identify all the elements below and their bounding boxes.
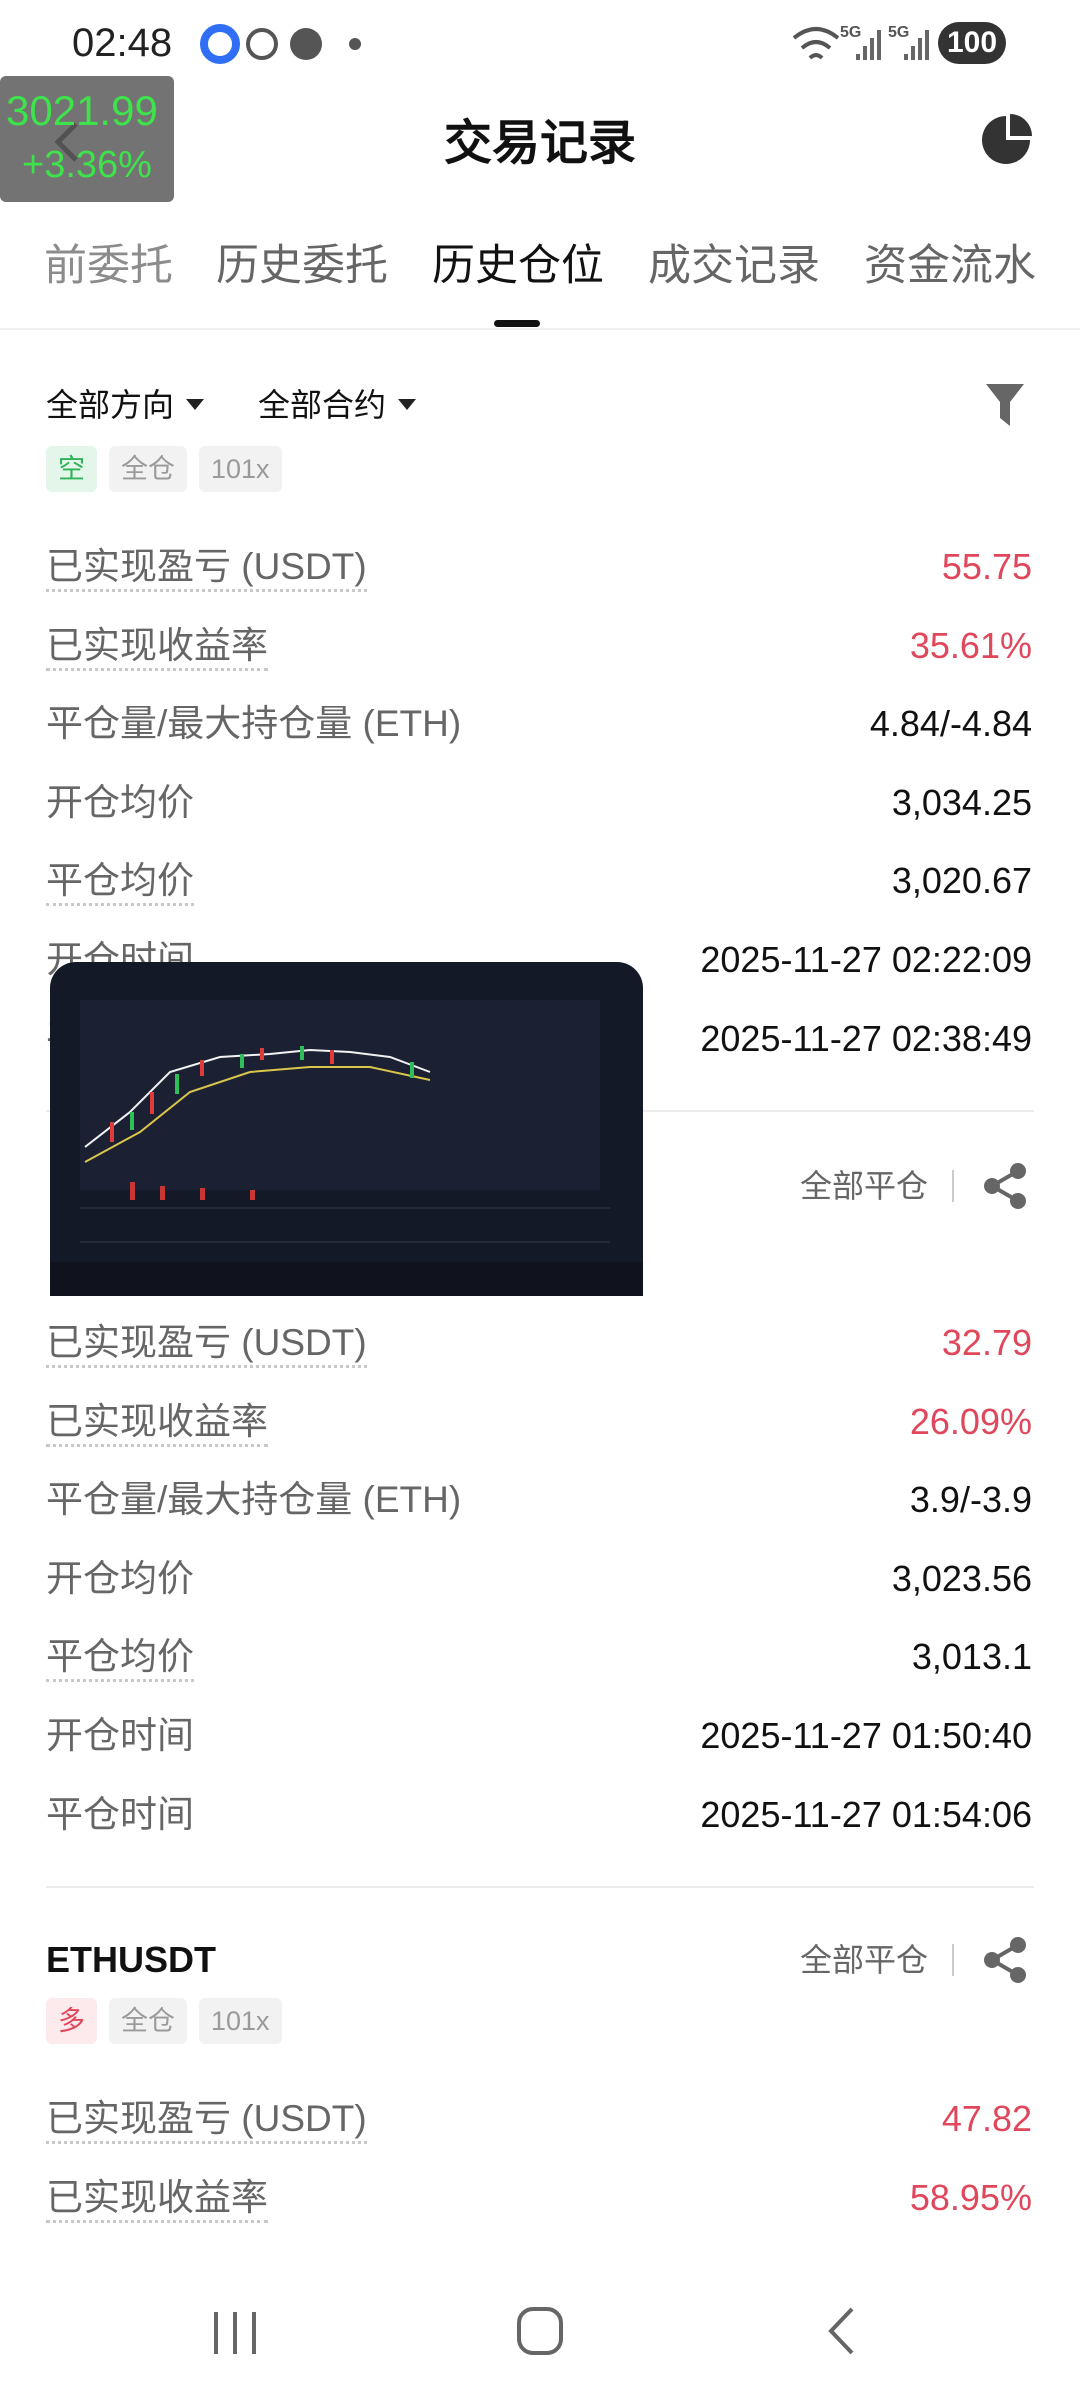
row-label: 开仓均价 bbox=[46, 781, 194, 823]
filter-label: 全部合约 bbox=[258, 387, 387, 423]
row-value: 2025-11-27 01:54:06 bbox=[700, 1793, 1032, 1835]
tab[interactable]: 资金流水 bbox=[864, 242, 1036, 290]
filter-button[interactable] bbox=[984, 382, 1026, 428]
row-label: 平仓均价 bbox=[46, 1635, 194, 1683]
position-tag: 多 bbox=[46, 1998, 97, 2044]
share-button[interactable] bbox=[982, 1936, 1030, 1984]
separator bbox=[952, 1170, 954, 1202]
stats-button[interactable] bbox=[980, 114, 1032, 166]
close-all-button[interactable]: 全部平仓 bbox=[799, 1942, 928, 1978]
row-label: 平仓量/最大持仓量 (ETH) bbox=[46, 703, 462, 745]
row-value: 3,013.1 bbox=[911, 1636, 1032, 1678]
network-signal: 5G bbox=[840, 24, 886, 68]
battery: 100 bbox=[938, 22, 1006, 64]
close-all-button[interactable]: 全部平仓 bbox=[799, 1168, 928, 1204]
network-signal: 5G bbox=[888, 24, 934, 68]
row-value: 26.09% bbox=[909, 1400, 1032, 1442]
tab[interactable]: 成交记录 bbox=[648, 242, 820, 290]
tab-divider bbox=[0, 328, 1080, 330]
floating-thumbnail[interactable] bbox=[50, 962, 643, 1296]
row-value: 4.84/-4.84 bbox=[869, 703, 1032, 745]
row-label: 已实现盈亏 (USDT) bbox=[46, 2097, 367, 2144]
nav-bar bbox=[0, 2262, 1080, 2400]
record-divider bbox=[46, 1886, 1034, 1888]
record-symbol: ETHUSDT bbox=[46, 1939, 216, 1980]
status-time: 02:48 bbox=[72, 21, 173, 65]
network-type: 5G bbox=[840, 24, 862, 41]
row-label: 开仓均价 bbox=[46, 1557, 194, 1599]
row-label: 已实现收益率 bbox=[46, 2176, 268, 2223]
row-value: 2025-11-27 02:22:09 bbox=[700, 939, 1032, 980]
row-value: 2025-11-27 02:38:49 bbox=[700, 1017, 1032, 1059]
row-value: 47.82 bbox=[941, 2098, 1032, 2139]
row-label: 已实现收益率 bbox=[46, 624, 268, 671]
row-value: 2025-11-27 01:50:40 bbox=[700, 1715, 1032, 1756]
row-label: 开仓时间 bbox=[46, 1715, 194, 1756]
position-tag: 空 bbox=[46, 446, 97, 492]
share-button[interactable] bbox=[982, 1162, 1030, 1210]
row-value: 3,023.56 bbox=[891, 1557, 1032, 1599]
position-tag: 101x bbox=[199, 1998, 282, 2044]
row-label: 平仓量/最大持仓量 (ETH) bbox=[46, 1479, 462, 1521]
position-tag: 全仓 bbox=[109, 446, 187, 492]
status-icons bbox=[200, 24, 361, 64]
nav-home[interactable] bbox=[516, 2306, 564, 2356]
row-label: 已实现盈亏 (USDT) bbox=[46, 1321, 367, 1368]
row-value: 3.9/-3.9 bbox=[909, 1479, 1032, 1521]
filter-label: 全部方向 bbox=[46, 387, 175, 423]
position-tag: 101x bbox=[199, 446, 282, 492]
tab-indicator bbox=[494, 320, 540, 327]
row-value: 32.79 bbox=[941, 1322, 1032, 1363]
row-value: 58.95% bbox=[909, 2176, 1032, 2218]
signal-bars bbox=[856, 30, 881, 60]
row-value: 35.61% bbox=[909, 624, 1032, 666]
tab[interactable]: 历史仓位 bbox=[432, 242, 604, 290]
nav-back[interactable] bbox=[826, 2306, 856, 2356]
row-label: 已实现收益率 bbox=[46, 1400, 268, 1447]
row-label: 平仓均价 bbox=[46, 859, 194, 907]
widget-price: 3021.99 bbox=[6, 87, 158, 134]
signal-bars bbox=[904, 30, 929, 60]
network-type: 5G bbox=[888, 24, 910, 41]
dropdown-arrow bbox=[398, 399, 416, 410]
row-value: 3,020.67 bbox=[891, 860, 1032, 902]
price-widget[interactable]: 3021.99 +3.36% bbox=[0, 76, 174, 202]
nav-recent[interactable] bbox=[210, 2310, 260, 2356]
row-value: 55.75 bbox=[941, 546, 1032, 587]
row-label: 平仓时间 bbox=[46, 1793, 194, 1835]
wifi-icon bbox=[792, 27, 840, 60]
dropdown-arrow bbox=[186, 399, 204, 410]
tab[interactable]: 前委托 bbox=[44, 242, 173, 290]
tab[interactable]: 历史委托 bbox=[216, 242, 388, 290]
row-value: 3,034.25 bbox=[891, 781, 1032, 823]
row-label: 已实现盈亏 (USDT) bbox=[46, 545, 367, 592]
position-tag: 全仓 bbox=[109, 1998, 187, 2044]
page-title: 交易记录 bbox=[443, 117, 636, 170]
widget-change: +3.36% bbox=[22, 144, 152, 186]
separator bbox=[952, 1944, 954, 1976]
